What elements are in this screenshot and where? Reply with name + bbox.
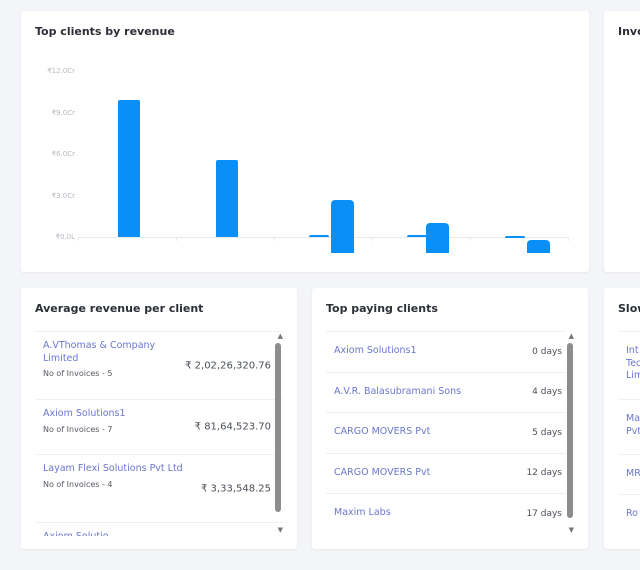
x-tick bbox=[568, 237, 569, 241]
scroll-down-arrow[interactable]: ▼ bbox=[568, 526, 574, 534]
card-title: Top clients by revenue bbox=[35, 25, 175, 38]
x-tick bbox=[470, 237, 471, 241]
list-item[interactable]: Ma Pvt bbox=[618, 399, 640, 454]
scrollbar-thumb[interactable] bbox=[275, 343, 281, 512]
average-revenue-amount: ₹ 2,02,26,320.76 bbox=[185, 360, 271, 371]
list-item[interactable]: CARGO MOVERS Pvt 12 days bbox=[326, 452, 566, 494]
slowest-paying-card: Slow Int Tec Lim Ma Pvt MR Ro bbox=[604, 288, 640, 549]
client-name-link[interactable]: MR bbox=[626, 468, 640, 479]
client-name-link[interactable]: Axiom Solutions1 bbox=[43, 408, 126, 419]
client-name-link[interactable]: Ro bbox=[626, 508, 638, 519]
x-tick bbox=[78, 237, 79, 241]
y-tick-label: ₹6.0Cr bbox=[51, 150, 75, 158]
card-title: Top paying clients bbox=[326, 302, 438, 315]
card-title: Average revenue per client bbox=[35, 302, 204, 315]
bar[interactable] bbox=[505, 235, 525, 238]
average-revenue-amount: ₹ 81,64,523.70 bbox=[194, 421, 271, 433]
average-revenue-amount: ₹ 3,33,548.25 bbox=[201, 483, 271, 494]
top-paying-list[interactable]: Axiom Solutions1 0 days A.V.R. Balasubram… bbox=[326, 331, 566, 521]
list-item[interactable]: Axiom Solutio bbox=[35, 522, 283, 536]
scrollbar-thumb[interactable] bbox=[567, 343, 573, 518]
y-tick-label: ₹0.0L bbox=[55, 233, 76, 241]
average-revenue-card: Average revenue per client A.VThomas & C… bbox=[21, 288, 297, 549]
invoice-count: No of Invoices - 4 bbox=[43, 479, 113, 489]
list-item[interactable]: Int Tec Lim bbox=[618, 331, 640, 399]
days-to-pay: 4 days bbox=[532, 387, 562, 398]
y-tick-label: ₹3.0Cr bbox=[51, 191, 75, 200]
client-name-link[interactable]: Axiom Solutio bbox=[43, 531, 193, 536]
y-tick-label: ₹12.0Cr bbox=[47, 67, 75, 75]
client-name-link[interactable]: CARGO MOVERS Pvt bbox=[334, 426, 431, 437]
client-name-link[interactable]: Ma Pvt bbox=[626, 413, 640, 437]
list-item[interactable]: Axiom Solutions1 No of Invoices - 7 ₹ 81… bbox=[35, 399, 283, 454]
list-item[interactable]: Ro bbox=[618, 494, 640, 529]
list-item[interactable]: Layam Flexi Solutions Pvt Ltd No of Invo… bbox=[35, 454, 283, 522]
invoice-card: Invo bbox=[604, 11, 640, 272]
invoice-count: No of Invoices - 5 bbox=[43, 369, 113, 378]
invoice-count: No of Invoices - 7 bbox=[43, 424, 113, 434]
y-tick-label: ₹9.0Cr bbox=[51, 108, 75, 117]
x-tick bbox=[372, 237, 373, 241]
bar[interactable] bbox=[331, 199, 354, 253]
bar[interactable] bbox=[309, 234, 329, 237]
client-name-link[interactable]: CARGO MOVERS Pvt bbox=[334, 466, 431, 478]
days-to-pay: 0 days bbox=[532, 346, 562, 357]
list-item[interactable]: A.VThomas & Company Limited No of Invoic… bbox=[35, 331, 283, 399]
days-to-pay: 17 days bbox=[526, 508, 562, 519]
top-paying-clients-card: Top paying clients Axiom Solutions1 0 da… bbox=[312, 288, 588, 549]
days-to-pay: 12 days bbox=[526, 468, 562, 479]
average-revenue-list[interactable]: A.VThomas & Company Limited No of Invoic… bbox=[35, 331, 283, 536]
card-title: Slow bbox=[618, 302, 640, 315]
client-name-link[interactable]: A.VThomas & Company Limited bbox=[43, 340, 156, 364]
client-name-link[interactable]: A.V.R. Balasubramani Sons bbox=[334, 385, 462, 397]
scroll-up-arrow[interactable]: ▲ bbox=[568, 332, 574, 340]
client-name-link[interactable]: Layam Flexi Solutions Pvt Ltd bbox=[43, 463, 183, 474]
top-clients-revenue-card: Top clients by revenue ₹12.0Cr ₹9.0Cr ₹6.0… bbox=[21, 11, 589, 272]
list-item[interactable]: A.V.R. Balasubramani Sons 4 days bbox=[326, 371, 566, 413]
list-item[interactable]: Axiom Solutions1 0 days bbox=[326, 331, 566, 372]
client-name-link[interactable]: Int Tec Lim bbox=[626, 345, 640, 381]
list-item[interactable]: Maxim Labs 17 days bbox=[326, 493, 566, 521]
x-tick bbox=[176, 237, 177, 241]
scroll-down-arrow[interactable]: ▼ bbox=[277, 526, 283, 534]
bar[interactable] bbox=[527, 239, 550, 253]
x-tick bbox=[274, 237, 275, 241]
list-item[interactable]: MR bbox=[618, 454, 640, 494]
bar[interactable] bbox=[118, 100, 140, 237]
client-name-link[interactable]: Maxim Labs bbox=[334, 507, 391, 518]
bar[interactable] bbox=[426, 223, 449, 253]
x-axis-line bbox=[78, 237, 568, 238]
scroll-up-arrow[interactable]: ▲ bbox=[277, 332, 283, 340]
card-title: Invo bbox=[618, 25, 640, 38]
list-item[interactable]: CARGO MOVERS Pvt 5 days bbox=[326, 412, 566, 453]
days-to-pay: 5 days bbox=[532, 427, 562, 438]
client-name-link[interactable]: Axiom Solutions1 bbox=[334, 345, 417, 356]
slow-list[interactable]: Int Tec Lim Ma Pvt MR Ro bbox=[618, 331, 640, 529]
bar[interactable] bbox=[407, 234, 427, 237]
bar[interactable] bbox=[216, 159, 238, 237]
